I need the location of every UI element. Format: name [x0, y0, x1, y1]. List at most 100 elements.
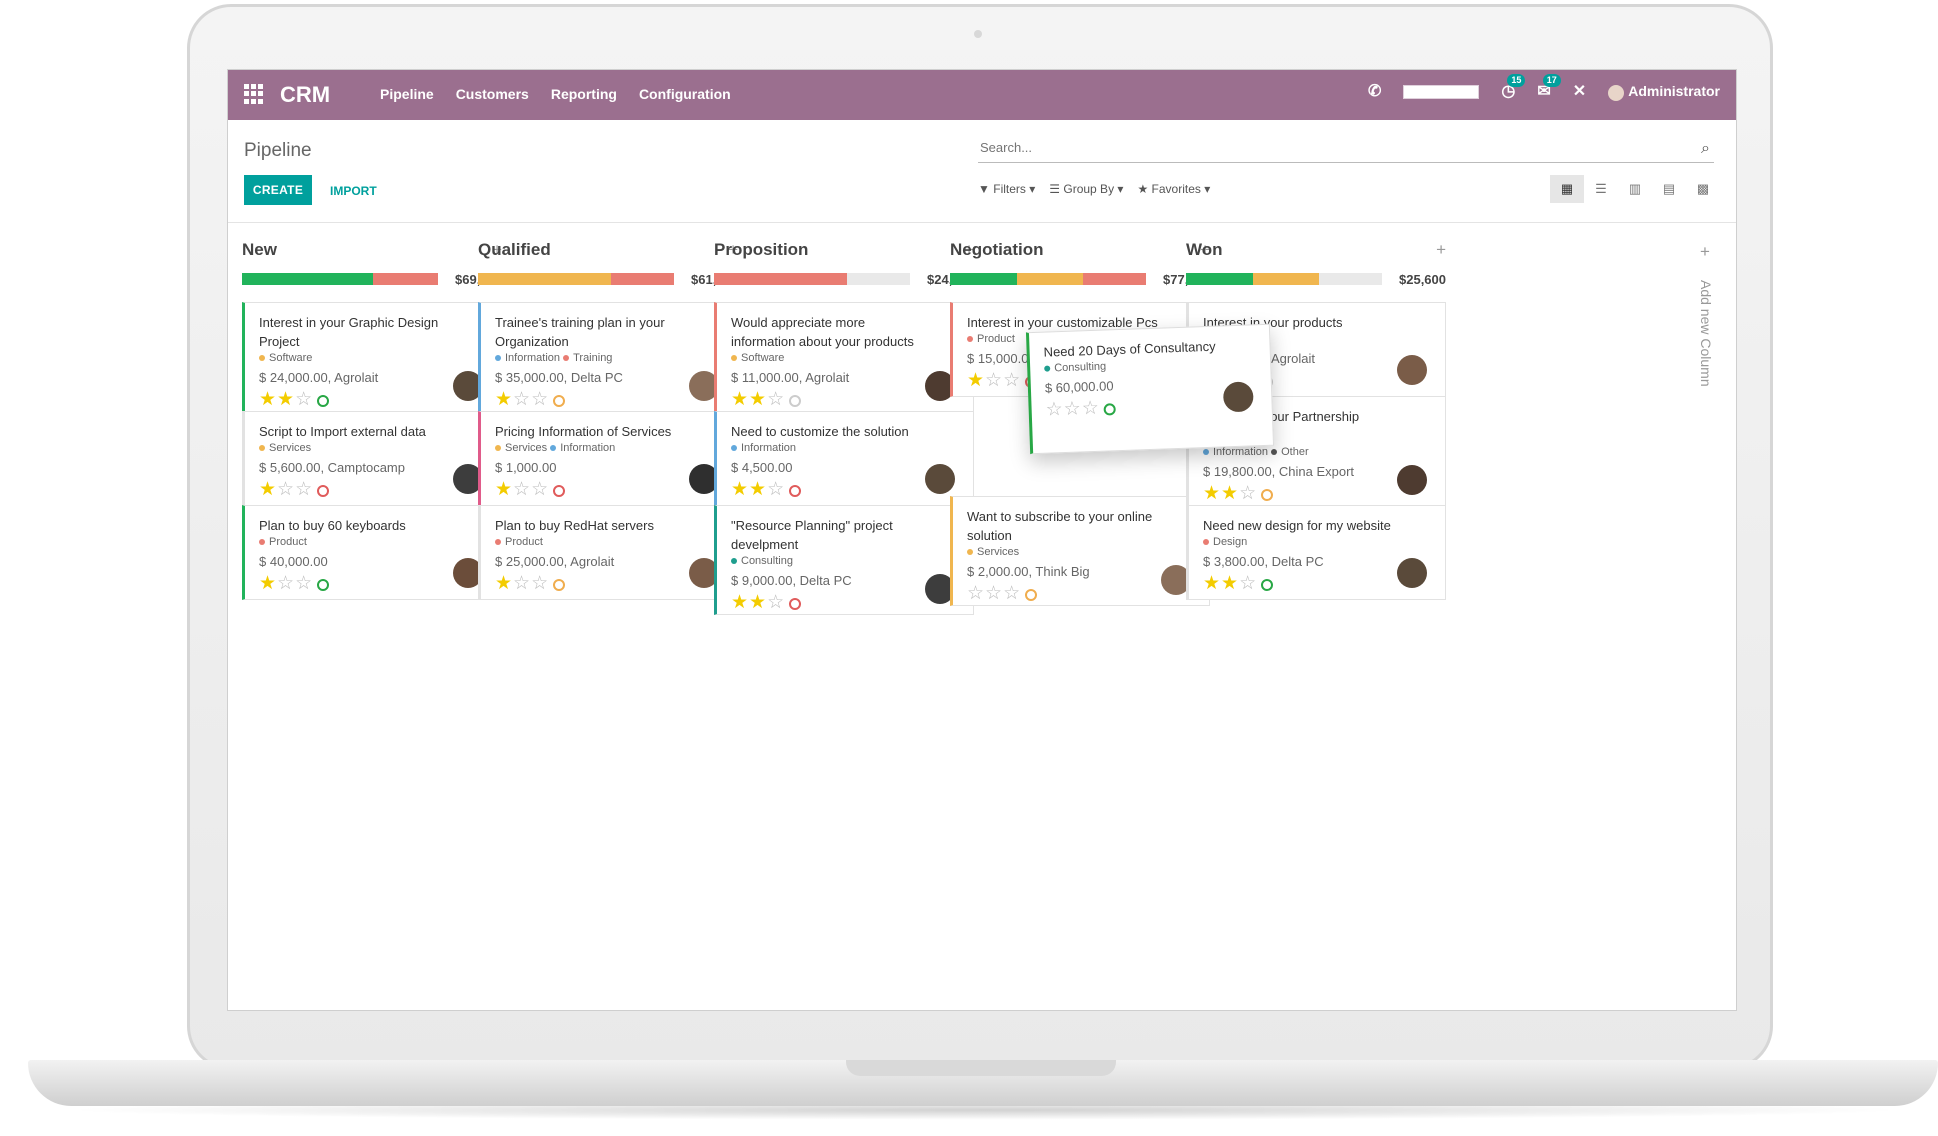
priority-stars[interactable]: ★★☆	[731, 479, 959, 501]
star-icon[interactable]: ☆	[531, 573, 550, 594]
progress-segment[interactable]	[1016, 273, 1084, 285]
lead-card[interactable]: "Resource Planning" project develpment Co…	[714, 505, 974, 615]
activity-status-icon[interactable]	[317, 485, 330, 497]
priority-stars[interactable]: ★★☆	[731, 389, 959, 411]
app-menu-icon[interactable]	[244, 84, 264, 104]
star-icon[interactable]: ☆	[1081, 397, 1101, 420]
user-menu[interactable]: Administrator	[1608, 83, 1720, 101]
progress-segment[interactable]	[1186, 273, 1253, 285]
star-icon[interactable]: ☆	[985, 370, 1004, 391]
priority-stars[interactable]: ★☆☆	[495, 389, 723, 411]
star-icon[interactable]: ☆	[1063, 398, 1083, 421]
activity-icon[interactable]: ◷ 15	[1501, 74, 1526, 102]
lead-card[interactable]: Interest in your Graphic Design Project S…	[242, 302, 502, 412]
add-card-plus-icon[interactable]: +	[492, 240, 502, 259]
activity-status-icon[interactable]	[317, 395, 330, 407]
activity-status-icon[interactable]	[789, 395, 802, 407]
dragged-lead-card[interactable]: Need 20 Days of Consultancy Consulting $ 6…	[1025, 323, 1275, 455]
star-icon[interactable]: ★	[1221, 483, 1240, 504]
star-icon[interactable]: ☆	[767, 479, 786, 500]
chat-icon[interactable]: ✉ 17	[1537, 74, 1561, 102]
activity-status-icon[interactable]	[1261, 579, 1274, 591]
import-button[interactable]: IMPORT	[324, 175, 383, 205]
lead-card[interactable]: Would appreciate more information about …	[714, 302, 974, 412]
lead-card[interactable]: Need new design for my website Design $ 3,…	[1186, 505, 1446, 600]
activity-status-icon[interactable]	[1261, 489, 1274, 501]
list-view-icon[interactable]: ☰	[1595, 181, 1607, 196]
app-brand[interactable]: CRM	[280, 82, 331, 107]
menu-configuration[interactable]: Configuration	[638, 86, 731, 102]
activity-status-icon[interactable]	[789, 485, 802, 497]
menu-customers[interactable]: Customers	[455, 86, 529, 102]
star-icon[interactable]: ☆	[1045, 399, 1065, 421]
star-icon[interactable]: ★	[277, 389, 296, 410]
groupby-dropdown[interactable]: ☰ Group By ▾	[1049, 182, 1124, 196]
star-icon[interactable]: ☆	[513, 573, 532, 594]
star-icon[interactable]: ★	[731, 592, 750, 613]
create-button[interactable]: CREATE	[244, 175, 312, 205]
search-input[interactable]	[978, 136, 1682, 156]
star-icon[interactable]: ☆	[295, 573, 314, 594]
progress-segment[interactable]	[611, 273, 674, 285]
add-card-plus-icon[interactable]: +	[1200, 240, 1210, 259]
menu-reporting[interactable]: Reporting	[550, 86, 617, 102]
favorites-dropdown[interactable]: ★ Favorites ▾	[1137, 182, 1211, 196]
priority-stars[interactable]: ☆☆☆	[967, 583, 1195, 605]
priority-stars[interactable]: ★☆☆	[259, 573, 487, 595]
progress-segment[interactable]	[950, 273, 1017, 285]
star-icon[interactable]: ★	[495, 479, 514, 500]
activity-status-icon[interactable]	[317, 579, 330, 591]
progress-bar[interactable]	[714, 273, 910, 285]
graph-view-icon[interactable]: ▥	[1628, 181, 1642, 196]
star-icon[interactable]: ★	[495, 389, 514, 410]
star-icon[interactable]: ☆	[513, 389, 532, 410]
star-icon[interactable]: ☆	[967, 583, 986, 604]
star-icon[interactable]: ★	[967, 370, 986, 391]
priority-stars[interactable]: ★☆☆	[259, 479, 487, 501]
add-card-plus-icon[interactable]: +	[1436, 240, 1446, 259]
star-icon[interactable]: ★	[495, 573, 514, 594]
progress-segment[interactable]	[242, 273, 374, 285]
star-icon[interactable]: ★	[1203, 483, 1222, 504]
progress-bar[interactable]	[242, 273, 438, 285]
star-icon[interactable]: ★	[749, 389, 768, 410]
star-icon[interactable]: ★	[731, 389, 750, 410]
phone-icon[interactable]: ✆	[1368, 83, 1382, 100]
star-icon[interactable]: ★	[259, 479, 278, 500]
priority-stars[interactable]: ★★☆	[259, 389, 487, 411]
activity-status-icon[interactable]	[553, 485, 566, 497]
lead-card[interactable]: Pricing Information of Services Services …	[478, 411, 738, 506]
progress-segment[interactable]	[714, 273, 848, 285]
kanban-view-icon[interactable]: ▦	[1550, 175, 1584, 203]
lead-card[interactable]: Script to Import external data Services $ …	[242, 411, 502, 506]
lead-card[interactable]: Plan to buy RedHat servers Product $ 25,00…	[478, 505, 738, 600]
voip-status-bar[interactable]	[1403, 85, 1480, 99]
lead-card[interactable]: Want to subscribe to your online solutio…	[950, 496, 1210, 606]
star-icon[interactable]: ☆	[767, 592, 786, 613]
pivot-view-icon[interactable]: ▩	[1696, 181, 1710, 196]
star-icon[interactable]: ☆	[1239, 483, 1258, 504]
star-icon[interactable]: ☆	[767, 389, 786, 410]
lead-card[interactable]: Plan to buy 60 keyboards Product $ 40,000.…	[242, 505, 502, 600]
progress-bar[interactable]	[478, 273, 674, 285]
star-icon[interactable]: ☆	[531, 389, 550, 410]
calendar-view-icon[interactable]: ▤	[1662, 181, 1676, 196]
star-icon[interactable]: ☆	[985, 583, 1004, 604]
menu-pipeline[interactable]: Pipeline	[380, 86, 434, 102]
close-icon[interactable]: ✕	[1572, 83, 1587, 100]
star-icon[interactable]: ☆	[1003, 370, 1022, 391]
star-icon[interactable]: ★	[259, 573, 278, 594]
progress-segment[interactable]	[478, 273, 612, 285]
priority-stars[interactable]: ★★☆	[731, 592, 959, 614]
filters-dropdown[interactable]: ▼ Filters ▾	[978, 182, 1036, 196]
activity-status-icon[interactable]	[1025, 589, 1038, 601]
add-card-plus-icon[interactable]: +	[964, 240, 974, 259]
activity-status-icon[interactable]	[553, 395, 566, 407]
star-icon[interactable]: ☆	[277, 479, 296, 500]
star-icon[interactable]: ★	[1203, 573, 1222, 594]
star-icon[interactable]: ★	[1221, 573, 1240, 594]
lead-card[interactable]: Need to customize the solution Informatio…	[714, 411, 974, 506]
search-icon[interactable]: ⌕	[1701, 140, 1710, 157]
progress-segment[interactable]	[1083, 273, 1146, 285]
star-icon[interactable]: ☆	[1239, 573, 1258, 594]
